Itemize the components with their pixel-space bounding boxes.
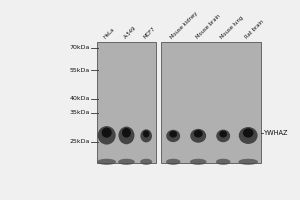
Text: 25kDa: 25kDa (69, 139, 90, 144)
Text: Mouse brain: Mouse brain (195, 14, 221, 40)
Ellipse shape (98, 126, 116, 145)
Bar (97, 42, 156, 163)
Ellipse shape (219, 131, 227, 138)
Text: A-549: A-549 (123, 26, 137, 40)
Ellipse shape (166, 159, 181, 165)
Ellipse shape (166, 130, 180, 142)
Ellipse shape (140, 129, 152, 142)
Ellipse shape (190, 129, 206, 143)
Ellipse shape (118, 127, 134, 144)
Ellipse shape (243, 128, 254, 138)
Text: YWHAZ: YWHAZ (264, 130, 289, 136)
Text: 40kDa: 40kDa (69, 96, 90, 101)
Ellipse shape (118, 159, 135, 165)
Text: Rat brain: Rat brain (245, 19, 266, 40)
Text: Mouse lung: Mouse lung (220, 15, 244, 40)
Ellipse shape (102, 127, 112, 138)
Bar (161, 42, 261, 163)
Text: 35kDa: 35kDa (69, 110, 90, 115)
Ellipse shape (238, 159, 258, 165)
Text: Mouse kidney: Mouse kidney (170, 11, 199, 40)
Text: 70kDa: 70kDa (69, 45, 90, 50)
Ellipse shape (143, 130, 149, 138)
Ellipse shape (169, 131, 177, 137)
Ellipse shape (122, 128, 131, 138)
Ellipse shape (216, 130, 230, 142)
Ellipse shape (140, 159, 152, 165)
Text: HeLa: HeLa (103, 27, 116, 40)
Ellipse shape (216, 159, 230, 165)
Ellipse shape (97, 159, 116, 165)
Ellipse shape (190, 159, 206, 165)
Ellipse shape (194, 130, 203, 138)
Ellipse shape (239, 127, 258, 144)
Text: MCF7: MCF7 (143, 26, 156, 40)
Text: 55kDa: 55kDa (70, 68, 90, 73)
